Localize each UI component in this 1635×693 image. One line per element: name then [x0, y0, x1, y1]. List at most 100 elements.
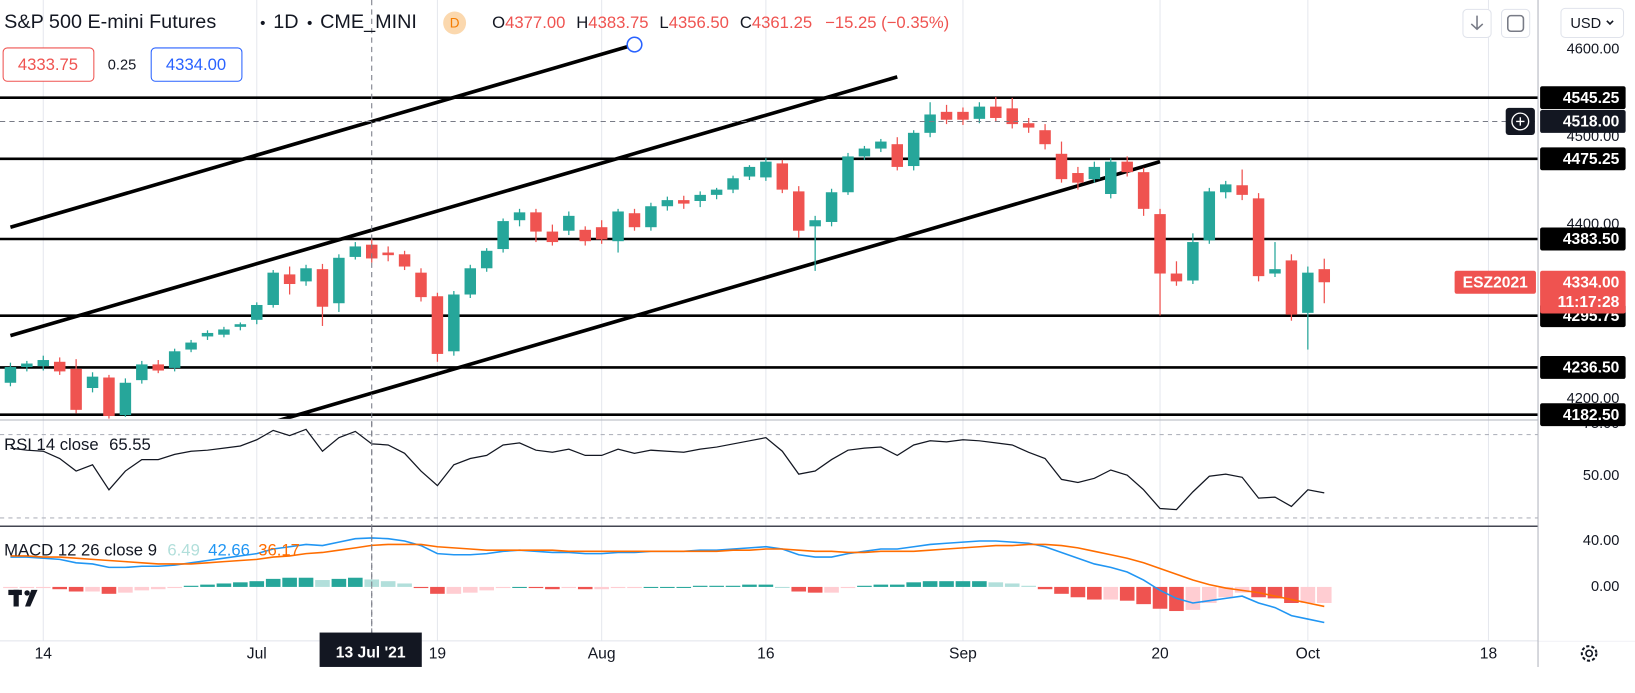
candle-body: [743, 166, 756, 177]
candle-body: [1236, 185, 1248, 195]
histogram-bar: [216, 583, 232, 587]
candle-body: [776, 163, 789, 190]
candle-body: [645, 206, 657, 228]
histogram-bar: [118, 586, 133, 593]
candle-body: [694, 194, 706, 201]
candle-body: [727, 178, 739, 190]
crosshair-price-box: [1540, 110, 1626, 133]
candle-body: [37, 360, 50, 367]
histogram-bar: [512, 586, 527, 588]
histogram-bar: [1054, 586, 1069, 594]
candle-body: [316, 269, 329, 307]
separator: [260, 20, 265, 26]
candle-body: [1203, 191, 1216, 241]
price-label-box: [1540, 86, 1626, 110]
candle-body: [1039, 130, 1051, 145]
chevron: [1606, 20, 1614, 26]
price-pane: [0, 42, 1539, 419]
rsi-line: [10, 428, 1325, 511]
histogram-bar: [610, 586, 626, 589]
candle-body: [1219, 184, 1232, 193]
macd-title: MACD 12 26 close 9: [4, 541, 157, 560]
histogram-bar: [758, 584, 774, 587]
histogram-bar: [1218, 586, 1234, 598]
candle-body: [710, 189, 723, 195]
candle-body: [1170, 273, 1183, 282]
badge-label: D: [450, 16, 460, 31]
fullscreen-button[interactable]: [1501, 8, 1531, 39]
macd-value: 42.66: [208, 541, 250, 560]
histogram-bar: [446, 586, 462, 594]
price-label-box: [1540, 356, 1626, 379]
y-tick-label: 50.00: [1583, 468, 1619, 484]
histogram-bar: [479, 586, 494, 591]
badge[interactable]: [443, 11, 467, 35]
x-tick-label: 14: [35, 646, 53, 663]
candle-body: [1121, 161, 1133, 173]
last-price-box: [1540, 270, 1626, 314]
candle-body: [661, 200, 674, 207]
price-label: 4475.25: [1563, 151, 1620, 168]
histogram-bar: [545, 586, 560, 590]
sell-button[interactable]: [2, 47, 95, 82]
candle-body: [1154, 214, 1166, 274]
histogram-bar: [955, 581, 971, 587]
candle-body: [760, 161, 772, 178]
histogram-bar: [742, 584, 757, 587]
histogram-bar: [462, 586, 478, 593]
candle-body: [333, 257, 345, 304]
price-label: 4545.25: [1563, 90, 1620, 107]
hist-value: 6.49: [167, 541, 199, 560]
histogram-bar: [824, 586, 839, 593]
candle-body: [1055, 153, 1068, 180]
candle-body: [415, 272, 427, 298]
histogram-bar: [1004, 583, 1020, 587]
candle-body: [4, 367, 17, 383]
candle-body: [990, 106, 1002, 118]
candle-body: [168, 351, 181, 368]
histogram-bar: [1070, 586, 1086, 598]
histogram-bar: [85, 586, 100, 592]
histogram-bar: [1103, 586, 1119, 600]
ohlc-key: H: [576, 13, 588, 32]
candle-body: [283, 274, 296, 285]
rsi-title: RSI 14 close: [4, 435, 98, 454]
ohlc-value: 4356.50: [669, 13, 729, 32]
candle-body: [1137, 172, 1150, 209]
x-tick-label: Aug: [588, 646, 616, 663]
histogram-bar: [1037, 586, 1053, 590]
price-label-box: [1540, 147, 1626, 171]
candle-body: [678, 200, 690, 204]
histogram-bar: [35, 586, 51, 589]
candle-body: [86, 376, 99, 389]
candle-body: [924, 114, 936, 133]
crosshair-time-box: [319, 632, 422, 667]
candle-body: [595, 227, 608, 240]
macd-pane: [3, 527, 1332, 641]
buy-button[interactable]: [150, 47, 243, 82]
histogram-bar: [3, 586, 18, 589]
grid-layer: [42, 0, 1490, 641]
histogram-bar: [561, 586, 577, 589]
ohlc-value: 4377.00: [505, 13, 565, 32]
candle-body: [1269, 269, 1281, 274]
histogram-bar: [315, 580, 330, 587]
candle-body: [464, 268, 477, 295]
settings-icon[interactable]: [1580, 645, 1598, 662]
last-price: 4334.00: [1563, 274, 1620, 291]
currency-button[interactable]: [1560, 7, 1625, 39]
histogram-bar: [660, 586, 675, 588]
macd-legend: MACD 12 26 close 9 6.49 42.66 36.17: [4, 541, 300, 560]
candle-body: [1105, 161, 1117, 195]
interval[interactable]: 1D: [273, 11, 298, 33]
trend-line: [277, 159, 1161, 419]
histogram-bar: [1185, 586, 1201, 610]
price-label: 4236.50: [1563, 360, 1620, 377]
rsi-value: 65.55: [109, 435, 151, 454]
histogram-bar: [692, 585, 708, 587]
histogram-bar: [1087, 586, 1102, 600]
logo[interactable]: [8, 589, 38, 607]
histogram-bar: [1300, 586, 1316, 603]
candle-body: [497, 221, 509, 250]
histogram-bar: [183, 585, 199, 587]
